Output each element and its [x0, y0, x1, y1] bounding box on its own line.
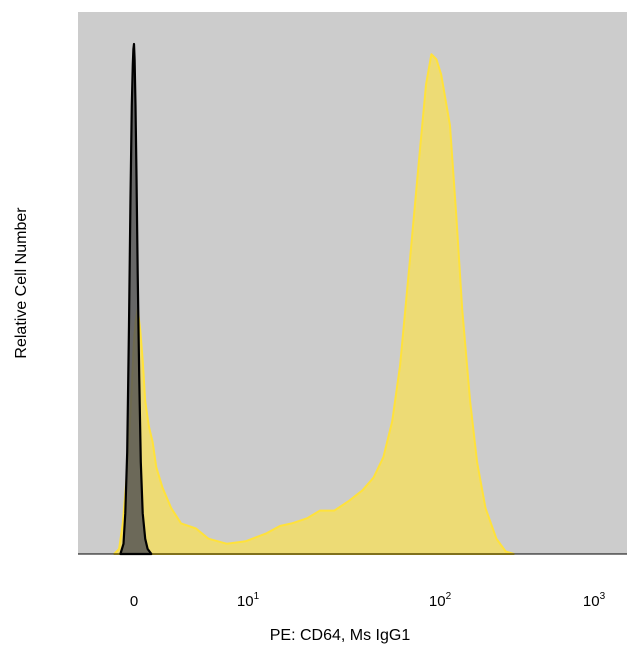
series-layer: [113, 42, 515, 556]
x-tick-label-1: 0: [130, 593, 138, 610]
x-tick-labels: 0 101 102 103: [130, 591, 606, 610]
histogram-series-2: [119, 42, 153, 556]
plot-area: [78, 12, 627, 554]
x-tick-label-2: 101: [237, 591, 260, 610]
y-axis-label: Relative Cell Number: [13, 207, 30, 359]
x-axis-label: PE: CD64, Ms IgG1: [270, 627, 411, 644]
x-tick-label-3: 102: [429, 591, 452, 610]
x-tick-label-4: 103: [583, 591, 606, 610]
histogram-series-1: [113, 53, 515, 555]
